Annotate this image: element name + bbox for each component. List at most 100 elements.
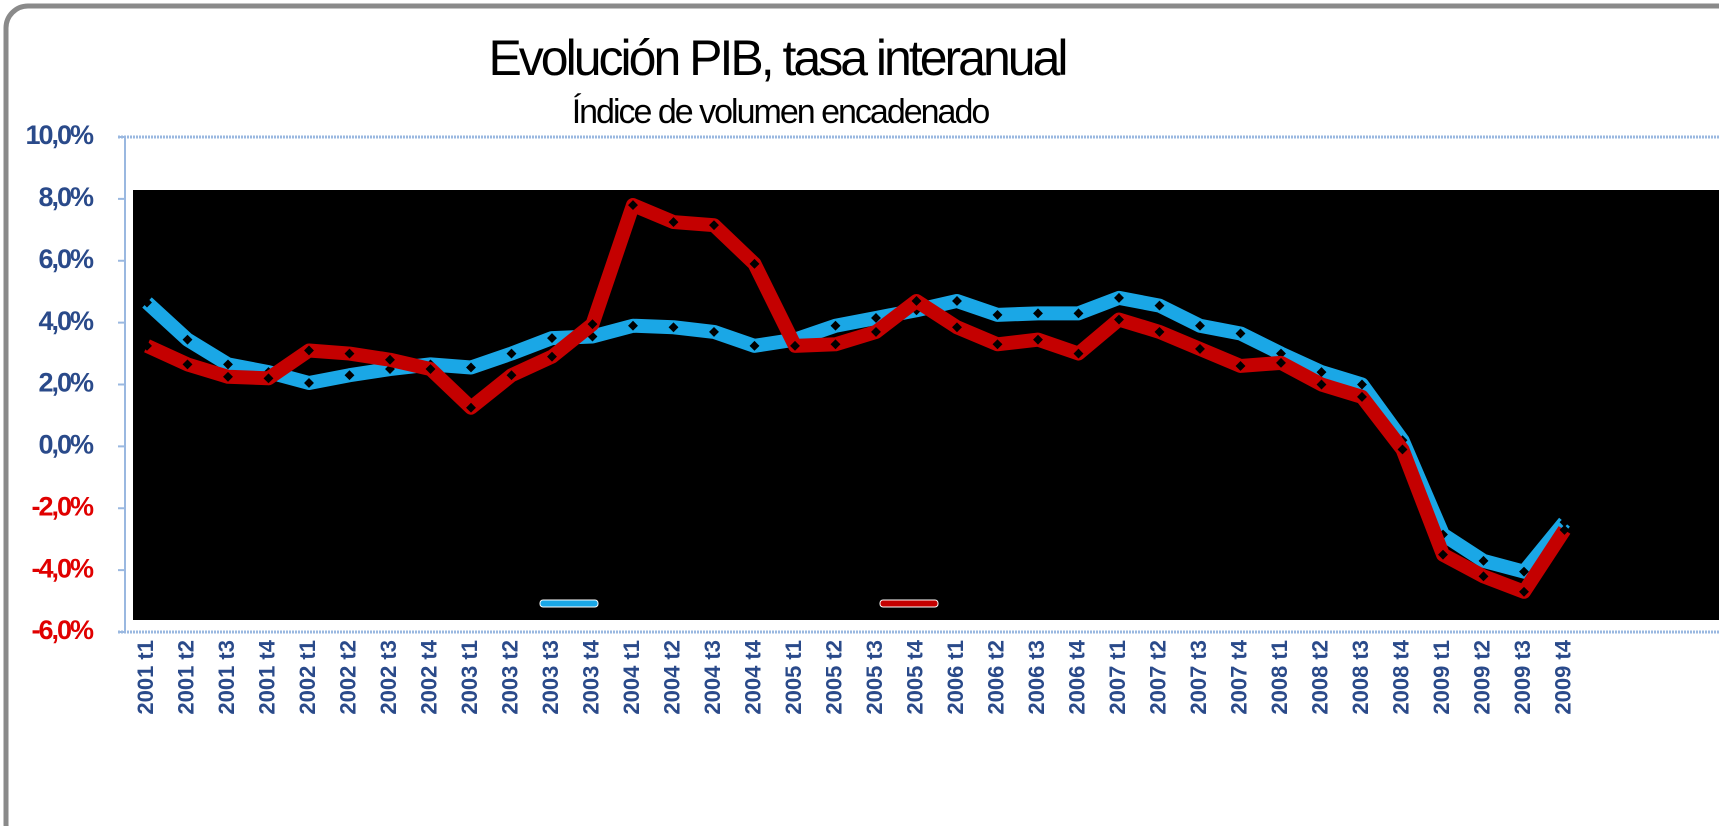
x-tick-label: 2006 t2 <box>983 640 1008 715</box>
y-tick-label: -4,0% <box>31 553 94 583</box>
chart-title: Evolución PIB, tasa interanual <box>488 30 1065 86</box>
point-marker <box>1033 334 1043 345</box>
point-marker <box>911 296 922 306</box>
y-tick-label: 2,0% <box>38 368 94 398</box>
point-marker <box>1478 555 1489 566</box>
point-marker <box>506 348 517 359</box>
point-marker <box>547 351 557 362</box>
point-marker <box>1357 379 1367 390</box>
point-marker <box>142 340 152 351</box>
x-tick-label: 2006 t1 <box>943 640 968 715</box>
point-marker <box>182 359 193 370</box>
point-marker <box>385 354 395 365</box>
point-marker <box>1195 343 1205 354</box>
point-marker <box>1559 517 1570 528</box>
point-marker <box>223 371 233 382</box>
y-tick-label: 4,0% <box>38 306 94 336</box>
point-marker <box>871 326 881 337</box>
x-tick-label: 2003 t3 <box>538 640 563 715</box>
point-marker <box>1478 571 1489 582</box>
point-marker <box>628 320 638 331</box>
legend-swatch <box>879 599 939 608</box>
x-tick-label: 2009 t3 <box>1510 640 1535 715</box>
point-marker <box>1316 367 1327 378</box>
point-marker <box>1073 308 1084 319</box>
point-marker <box>587 319 598 330</box>
point-marker <box>749 258 760 269</box>
y-tick-label: -6,0% <box>31 615 94 645</box>
legend-swatch <box>539 599 599 608</box>
x-tick-label: 2008 t4 <box>1388 639 1413 714</box>
point-marker <box>830 339 841 350</box>
point-marker <box>344 348 355 359</box>
point-marker <box>425 364 436 374</box>
point-marker <box>830 320 841 331</box>
point-marker <box>1397 444 1408 455</box>
x-tick-label: 2006 t4 <box>1064 639 1089 714</box>
point-marker <box>1276 357 1286 368</box>
point-marker <box>668 217 679 228</box>
x-tick-label: 2006 t3 <box>1024 640 1049 715</box>
point-marker <box>668 322 679 333</box>
x-tick-label: 2005 t2 <box>821 640 846 715</box>
x-tick-label: 2003 t4 <box>578 639 603 714</box>
x-tick-label: 2007 t1 <box>1105 640 1130 715</box>
x-tick-label: 2003 t1 <box>457 640 482 715</box>
x-tick-label: 2001 t2 <box>173 640 198 715</box>
point-marker <box>1154 326 1165 337</box>
point-marker <box>1235 360 1246 371</box>
point-marker <box>466 362 476 373</box>
point-marker <box>1033 308 1043 319</box>
x-tick-label: 2003 t2 <box>497 640 522 715</box>
y-tick-label: 6,0% <box>38 244 94 274</box>
point-marker <box>182 334 193 345</box>
point-marker <box>992 309 1003 320</box>
chart-subtitle: Índice de volumen encadenado <box>572 93 990 131</box>
point-marker <box>1114 292 1124 303</box>
x-tick-label: 2005 t1 <box>781 640 806 715</box>
x-tick-label: 2007 t3 <box>1186 640 1211 715</box>
point-marker <box>1438 549 1448 560</box>
point-marker <box>1195 320 1205 331</box>
x-tick-label: 2007 t4 <box>1226 639 1251 714</box>
point-marker <box>1154 300 1165 311</box>
point-marker <box>992 339 1003 350</box>
x-tick-label: 2005 t4 <box>902 639 927 714</box>
point-marker <box>466 402 476 413</box>
series-line <box>144 198 1571 599</box>
point-marker <box>506 370 517 381</box>
point-marker <box>709 220 719 231</box>
point-marker <box>952 322 962 333</box>
point-marker <box>1073 348 1084 359</box>
x-tick-label: 2009 t2 <box>1469 640 1494 715</box>
point-marker <box>871 313 881 323</box>
series-line <box>142 290 1570 579</box>
x-tick-label: 2009 t4 <box>1550 639 1575 714</box>
x-tick-label: 2005 t3 <box>862 640 887 715</box>
y-tick-label: 0,0% <box>38 430 94 460</box>
point-marker <box>952 296 962 306</box>
point-marker <box>1316 379 1327 390</box>
x-tick-label: 2002 t4 <box>416 639 441 714</box>
x-tick-label: 2002 t2 <box>335 640 360 715</box>
point-marker <box>547 333 557 344</box>
point-marker <box>1519 566 1529 577</box>
x-tick-label: 2001 t1 <box>133 640 158 715</box>
point-marker <box>1235 328 1246 339</box>
point-marker <box>304 378 314 388</box>
point-marker <box>628 200 638 211</box>
point-marker <box>344 370 355 381</box>
y-tick-label: 10,0% <box>25 120 94 150</box>
point-marker <box>1357 391 1367 402</box>
x-tick-label: 2008 t2 <box>1307 640 1332 715</box>
point-marker <box>304 345 314 356</box>
x-tick-label: 2008 t3 <box>1348 640 1373 715</box>
point-marker <box>142 297 152 308</box>
x-tick-label: 2004 t3 <box>700 640 725 715</box>
x-tick-label: 2004 t2 <box>659 640 684 715</box>
point-marker <box>709 326 719 337</box>
point-marker <box>223 359 233 370</box>
point-marker <box>263 373 274 384</box>
